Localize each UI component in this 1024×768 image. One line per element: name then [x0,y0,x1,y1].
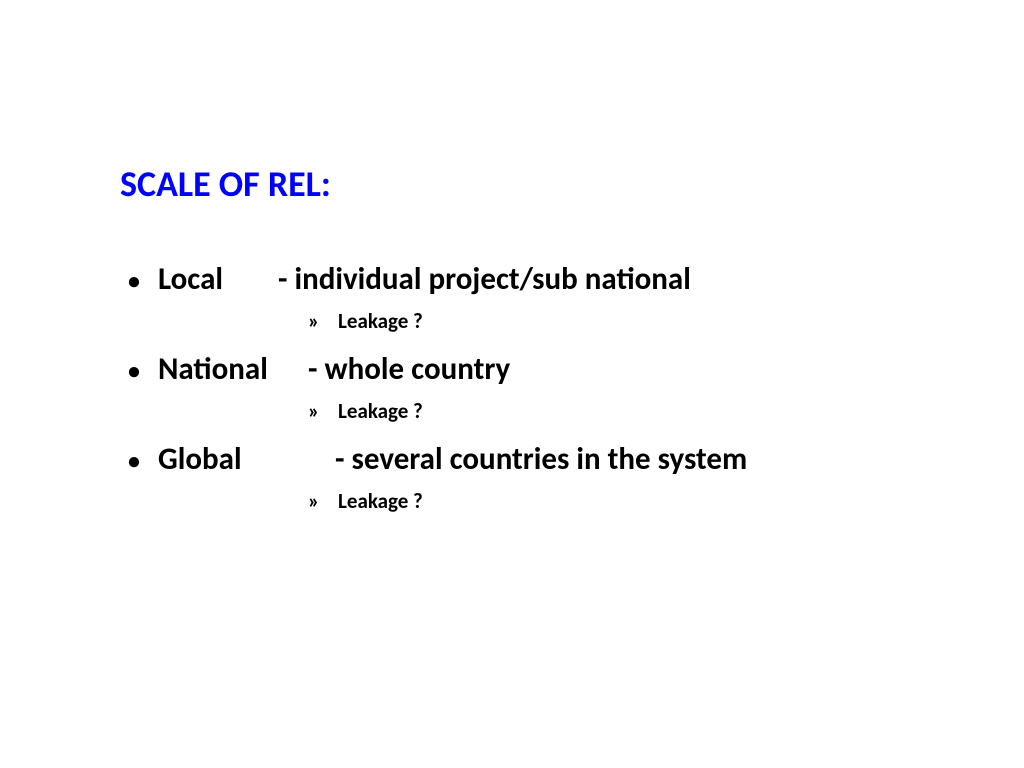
bullet-marker-icon: • [120,357,158,386]
sub-item: » Leakage ? [120,308,920,334]
sub-marker-icon: » [308,488,338,514]
slide-content: • Local - individual project/sub nationa… [120,260,920,530]
slide: SCALE OF REL: • Local - individual proje… [0,0,1024,768]
bullet-desc: - individual project/sub national [278,260,691,298]
bullet-line: • National - whole country [120,350,920,388]
bullet-item: • National - whole country » Leakage ? [120,350,920,424]
bullet-marker-icon: • [120,267,158,296]
sub-item: » Leakage ? [120,398,920,424]
bullet-desc: - several countries in the system [335,440,747,478]
bullet-item: • Global - several countries in the syst… [120,440,920,514]
sub-item: » Leakage ? [120,488,920,514]
bullet-term: Global [158,440,335,478]
sub-text: Leakage ? [338,488,423,514]
sub-marker-icon: » [308,398,338,424]
sub-text: Leakage ? [338,308,423,334]
bullet-term: Local [158,260,278,298]
bullet-desc: - whole country [308,350,510,388]
bullet-marker-icon: • [120,447,158,476]
sub-marker-icon: » [308,308,338,334]
bullet-term: National [158,350,308,388]
bullet-line: • Local - individual project/sub nationa… [120,260,920,298]
slide-title: SCALE OF REL: [120,162,331,206]
bullet-line: • Global - several countries in the syst… [120,440,920,478]
sub-text: Leakage ? [338,398,423,424]
bullet-item: • Local - individual project/sub nationa… [120,260,920,334]
